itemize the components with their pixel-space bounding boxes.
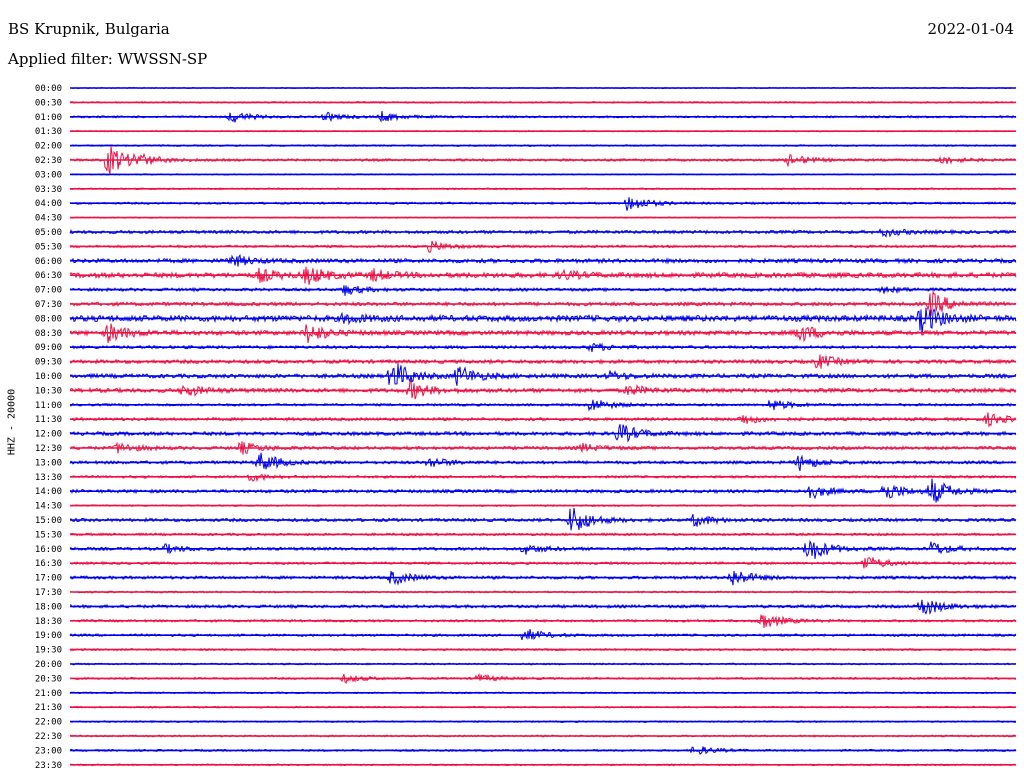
row-time-label: 10:30	[35, 386, 62, 396]
row-time-label: 08:30	[35, 329, 62, 339]
row-time-label: 06:30	[35, 271, 62, 281]
row-time-label: 23:00	[35, 746, 62, 756]
trace-1000	[69, 363, 1017, 386]
row-time-label: 03:30	[35, 185, 62, 195]
row-time-label: 23:30	[35, 761, 62, 771]
row-time-label: 05:30	[35, 242, 62, 252]
row-time-label: 09:00	[35, 343, 62, 353]
row-time-label: 02:30	[35, 156, 62, 166]
row-time-label: 18:00	[35, 602, 62, 612]
row-time-label: 09:30	[35, 358, 62, 368]
row-time-label: 14:00	[35, 487, 62, 497]
trace-1600	[69, 539, 1017, 559]
row-time-label: 12:00	[35, 430, 62, 440]
row-time-label: 00:00	[35, 84, 62, 94]
row-time-label: 08:00	[35, 314, 62, 324]
row-time-label: 01:30	[35, 127, 62, 137]
row-time-label: 20:00	[35, 660, 62, 670]
row-time-label: 03:00	[35, 170, 62, 180]
row-time-label: 15:00	[35, 516, 62, 526]
station-title: BS Krupnik, Bulgaria	[8, 20, 170, 38]
row-time-label: 14:30	[35, 502, 62, 512]
row-time-label: 05:00	[35, 228, 62, 238]
row-time-label: 06:00	[35, 257, 62, 267]
row-time-label: 19:00	[35, 631, 62, 641]
trace-1330	[69, 473, 1017, 482]
row-time-label: 21:30	[35, 703, 62, 713]
row-time-label: 12:30	[35, 444, 62, 454]
row-time-label: 07:00	[35, 286, 62, 296]
row-time-label: 04:00	[35, 199, 62, 209]
row-time-label: 16:00	[35, 545, 62, 555]
row-time-label: 01:00	[35, 113, 62, 123]
row-time-label: 13:00	[35, 458, 62, 468]
row-time-label: 22:30	[35, 732, 62, 742]
row-time-label: 17:30	[35, 588, 62, 598]
row-time-label: 02:00	[35, 142, 62, 152]
filter-label: Applied filter: WWSSN-SP	[8, 50, 208, 68]
date-label: 2022-01-04	[927, 20, 1014, 38]
row-time-label: 11:00	[35, 401, 62, 411]
trace-0630	[69, 266, 1017, 285]
row-time-label: 04:30	[35, 214, 62, 224]
row-time-label: 07:30	[35, 300, 62, 310]
trace-1200	[69, 424, 1017, 443]
row-time-label: 22:00	[35, 718, 62, 728]
row-time-label: 13:30	[35, 473, 62, 483]
row-time-label: 16:30	[35, 559, 62, 569]
row-time-label: 11:30	[35, 415, 62, 425]
row-time-label: 20:30	[35, 674, 62, 684]
row-time-label: 10:00	[35, 372, 62, 382]
row-time-label: 17:00	[35, 574, 62, 584]
row-time-label: 00:30	[35, 98, 62, 108]
trace-1500	[69, 507, 1017, 531]
trace-0500	[69, 228, 1017, 238]
row-time-label: 19:30	[35, 646, 62, 656]
trace-0700	[69, 285, 1017, 296]
row-time-label: 15:30	[35, 530, 62, 540]
row-time-label: 21:00	[35, 689, 62, 699]
row-time-label: 18:30	[35, 617, 62, 627]
